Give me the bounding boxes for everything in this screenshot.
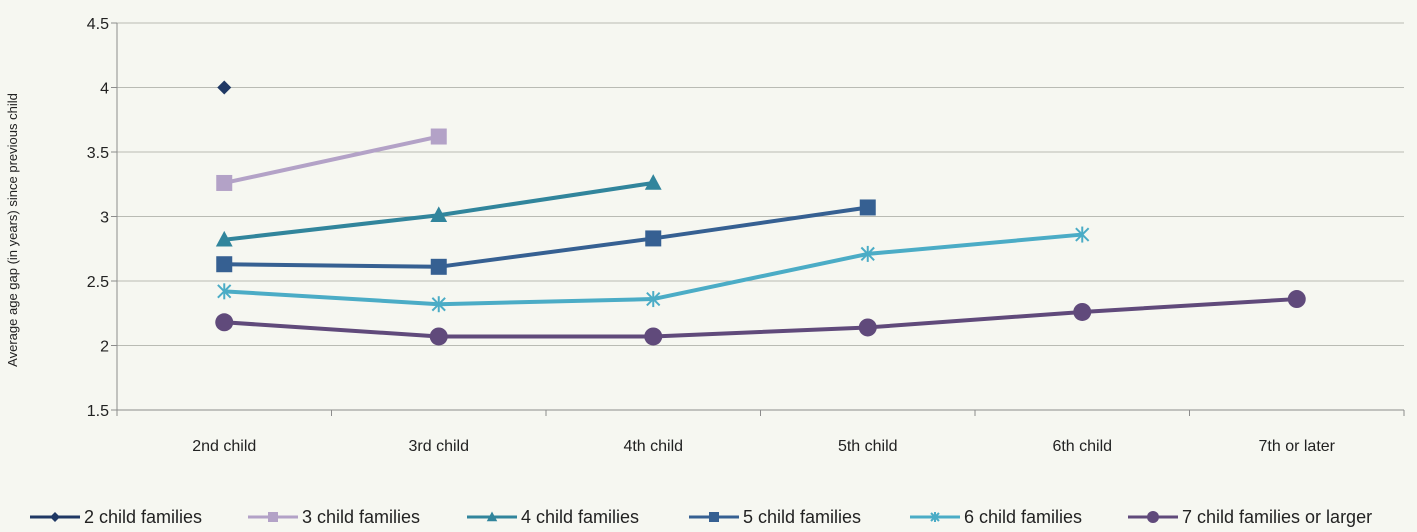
- legend-entry: 3 child families: [248, 507, 420, 527]
- series-4: [216, 199, 876, 275]
- legend-swatch-marker: [50, 512, 60, 522]
- x-tick-label: 3rd child: [409, 438, 469, 455]
- y-tick-label: 2: [100, 339, 109, 356]
- legend-entry: 4 child families: [467, 507, 639, 527]
- legend-entry: 5 child families: [689, 507, 861, 527]
- y-tick-label: 1.5: [87, 403, 109, 420]
- data-point: [430, 128, 447, 145]
- data-point: [217, 283, 232, 300]
- series-lines: [215, 80, 1306, 346]
- data-point: [1075, 226, 1090, 243]
- legend-label: 4 child families: [521, 507, 639, 527]
- data-point: [429, 327, 448, 346]
- x-tick-label: 6th child: [1052, 438, 1112, 455]
- series-5: [217, 226, 1090, 313]
- y-axis-label: Average age gap (in years) since previou…: [5, 93, 20, 367]
- series-line: [224, 205, 869, 269]
- data-point: [216, 174, 233, 191]
- legend-swatch-marker: [486, 511, 498, 522]
- y-tick-label: 4.5: [87, 16, 109, 33]
- legend-entry: 7 child families or larger: [1128, 507, 1372, 527]
- data-point: [859, 199, 876, 216]
- y-tick-label: 3: [100, 210, 109, 227]
- legend-label: 7 child families or larger: [1182, 507, 1372, 527]
- data-point: [430, 206, 448, 223]
- data-point: [217, 80, 232, 95]
- legend-swatch-marker: [1147, 511, 1159, 523]
- data-point: [860, 245, 875, 262]
- legend-entry: 6 child families: [910, 507, 1082, 527]
- series-1: [217, 80, 232, 95]
- axes: 1.5 2 2.5 3 3.5 4 4.5 2nd child 3rd child 4th chi…: [87, 16, 1405, 455]
- series-3: [215, 174, 662, 247]
- legend: 2 child families 3 child families 4 child …: [30, 507, 1372, 527]
- legend-swatch-marker: [930, 512, 940, 522]
- data-point: [858, 318, 877, 337]
- legend-swatch-marker: [709, 512, 719, 522]
- legend-label: 5 child families: [743, 507, 861, 527]
- series-2: [216, 128, 447, 191]
- legend-entry: 2 child families: [30, 507, 202, 527]
- y-tick-label: 3.5: [87, 145, 109, 162]
- data-point: [1073, 302, 1092, 321]
- x-tick-label: 5th child: [838, 438, 898, 455]
- y-tick-label: 2.5: [87, 274, 109, 291]
- data-point: [216, 256, 233, 273]
- legend-swatch-marker: [268, 512, 278, 522]
- data-point: [215, 230, 233, 247]
- data-point: [645, 230, 662, 247]
- grid-lines: [117, 22, 1404, 411]
- data-point: [431, 296, 446, 313]
- legend-label: 3 child families: [302, 507, 420, 527]
- series-6: [215, 290, 1306, 346]
- data-point: [215, 313, 234, 332]
- legend-label: 6 child families: [964, 507, 1082, 527]
- data-point: [646, 291, 661, 308]
- data-point: [644, 174, 662, 190]
- data-point: [644, 327, 663, 346]
- x-tick-label: 4th child: [623, 438, 683, 455]
- series-line: [224, 297, 1297, 339]
- x-tick-label: 2nd child: [192, 438, 256, 455]
- data-point: [1287, 290, 1306, 309]
- data-point: [430, 258, 447, 275]
- y-tick-label: 4: [100, 81, 109, 98]
- series-line: [223, 134, 440, 185]
- legend-label: 2 child families: [84, 507, 202, 527]
- x-tick-label: 7th or later: [1259, 438, 1336, 455]
